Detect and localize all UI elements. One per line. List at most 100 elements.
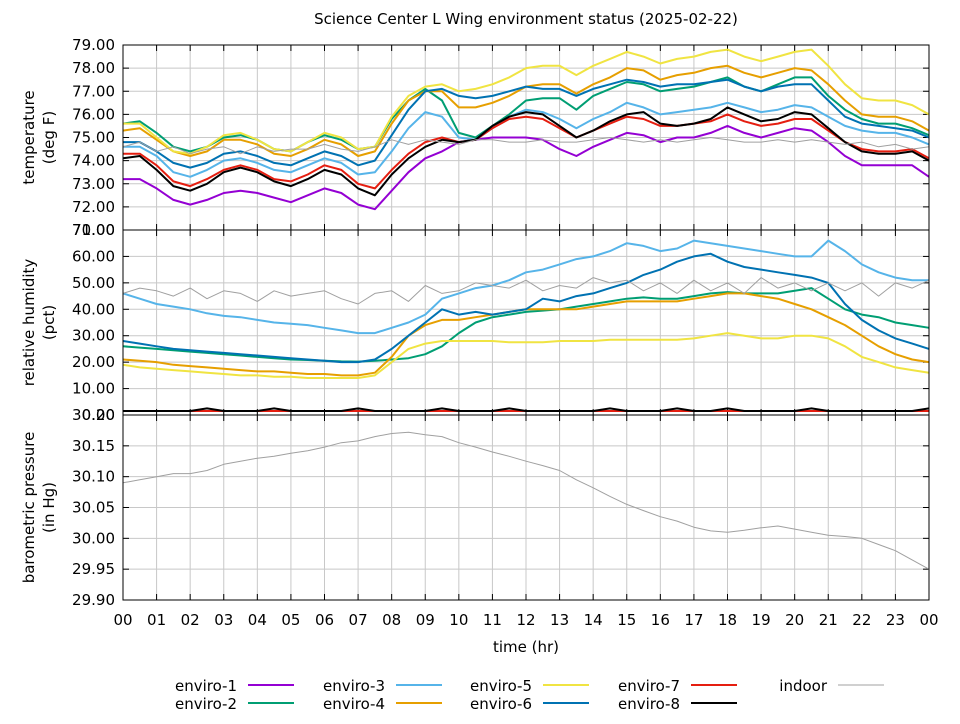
x-tick-label: 22 (852, 611, 871, 629)
chart-title: Science Center L Wing environment status… (314, 10, 738, 28)
x-tick-label: 15 (617, 611, 636, 629)
panels-layer: 79.00 78.00 77.00 76.00 75.00 74.00 73.00 72.00… (20, 36, 939, 629)
y-axis-label-line1: barometric pressure (20, 432, 38, 584)
legend-entry-enviro-3: enviro-3 (323, 677, 442, 695)
series-line-indoor (122, 277, 930, 305)
panel-3: 30.20 30.15 30.10 30.05 30.00 29.95 29.90 barom… (20, 406, 930, 609)
y-tick-label: 70.00 (72, 221, 115, 239)
series-line-enviro-3 (123, 101, 930, 178)
x-tick-label: 06 (315, 611, 334, 629)
y-tick-label: 30.20 (72, 406, 115, 424)
x-tick-label: 02 (181, 611, 200, 629)
x-tick-label: 00 (919, 611, 938, 629)
legend-entry-enviro-1: enviro-1 (175, 677, 294, 695)
legend-label: indoor (779, 677, 828, 695)
y-tick-label: 30.15 (72, 437, 115, 455)
legend-entry-enviro-2: enviro-2 (175, 695, 294, 713)
x-tick-label: 09 (416, 611, 435, 629)
series-line-enviro-1 (123, 124, 930, 211)
x-tick-label: 19 (752, 611, 771, 629)
x-tick-label: 13 (550, 611, 569, 629)
x-tick-label: 10 (449, 611, 468, 629)
y-tick-label: 40.00 (72, 300, 115, 318)
legend-label: enviro-7 (618, 677, 680, 695)
x-tick-label: 23 (886, 611, 905, 629)
series-line-indoor (122, 431, 930, 570)
x-tick-label: 21 (819, 611, 838, 629)
y-tick-label: 75.00 (72, 129, 115, 147)
x-axis-label: time (hr) (493, 638, 559, 656)
y-tick-label: 30.00 (72, 529, 115, 547)
x-tick-label: 11 (483, 611, 502, 629)
legend-label: enviro-2 (175, 695, 237, 713)
x-tick-labels: 00 01 02 03 04 05 06 07 08 09 10 11 12 13 14 15 16 17 18 19… (113, 611, 938, 629)
series-line-enviro-5 (123, 48, 930, 155)
series-line-enviro-6 (123, 78, 930, 169)
x-tick-label: 00 (113, 611, 132, 629)
y-tick-label: 29.95 (72, 560, 115, 578)
x-tick-label: 17 (684, 611, 703, 629)
panel-2: 70.00 60.00 50.00 40.00 30.00 20.00 10.00 0.00 r… (20, 221, 930, 424)
x-tick-label: 07 (349, 611, 368, 629)
legend-entry-enviro-8: enviro-8 (618, 695, 737, 713)
series-line-enviro-8 (122, 106, 930, 197)
legend-label: enviro-4 (323, 695, 385, 713)
y-tick-label: 76.00 (72, 105, 115, 123)
x-tick-label: 04 (248, 611, 267, 629)
series-line-enviro-2 (122, 287, 930, 363)
series-line-enviro-5 (122, 332, 930, 379)
legend-entry-enviro-5: enviro-5 (470, 677, 589, 695)
panel-frame (122, 414, 930, 601)
y-tick-label: 73.00 (72, 175, 115, 193)
y-tick-label: 10.00 (72, 380, 115, 398)
series-line-enviro-6 (122, 252, 930, 364)
y-axis-label-line1: temperature (20, 90, 38, 184)
x-tick-label: 16 (651, 611, 670, 629)
x-tick-label: 08 (382, 611, 401, 629)
y-tick-label: 30.10 (72, 468, 115, 486)
y-axis-label: barometric pressure (in Hg) (20, 432, 58, 584)
x-tick-label: 05 (281, 611, 300, 629)
y-tick-label: 78.00 (72, 59, 115, 77)
y-axis-label-line2: (in Hg) (40, 482, 58, 533)
y-tick-label: 72.00 (72, 198, 115, 216)
y-tick-label: 30.05 (72, 499, 115, 517)
legend-entry-enviro-7: enviro-7 (618, 677, 737, 695)
legend-label: enviro-1 (175, 677, 237, 695)
y-tick-label: 74.00 (72, 152, 115, 170)
legend-label: enviro-8 (618, 695, 680, 713)
legend-entry-enviro-4: enviro-4 (323, 695, 442, 713)
series-line-enviro-3 (122, 239, 929, 335)
y-tick-label: 0.00 (82, 406, 115, 424)
y-axis-label-line1: relative humidity (20, 259, 38, 387)
y-tick-label: 60.00 (72, 247, 115, 265)
y-tick-label: 79.00 (72, 36, 115, 54)
x-tick-label: 03 (214, 611, 233, 629)
series-line-enviro-8 (123, 407, 930, 412)
x-tick-label: 20 (785, 611, 804, 629)
legend-label: enviro-6 (470, 695, 532, 713)
x-tick-label: 12 (516, 611, 535, 629)
y-axis-label-line2: (pct) (40, 305, 58, 340)
series-line-indoor (122, 137, 930, 155)
y-tick-label: 71.00 (72, 221, 115, 239)
y-axis-label: relative humidity (pct) (20, 259, 58, 387)
legend-entry-enviro-6: enviro-6 (470, 695, 589, 713)
x-tick-label: 14 (584, 611, 603, 629)
legend-label: enviro-3 (323, 677, 385, 695)
y-tick-label: 30.00 (72, 327, 115, 345)
panel-1: 79.00 78.00 77.00 76.00 75.00 74.00 73.00 72.00… (20, 36, 930, 239)
x-tick-label: 18 (718, 611, 737, 629)
y-axis-label: temperature (deg F) (20, 90, 58, 184)
y-tick-label: 50.00 (72, 274, 115, 292)
y-tick-label: 20.00 (72, 353, 115, 371)
y-tick-label: 29.90 (72, 591, 115, 609)
y-axis-label-line2: (deg F) (40, 111, 58, 164)
y-tick-label: 77.00 (72, 82, 115, 100)
x-tick-label: 01 (147, 611, 166, 629)
legend-label: enviro-5 (470, 677, 532, 695)
series-line-enviro-7 (123, 113, 930, 190)
